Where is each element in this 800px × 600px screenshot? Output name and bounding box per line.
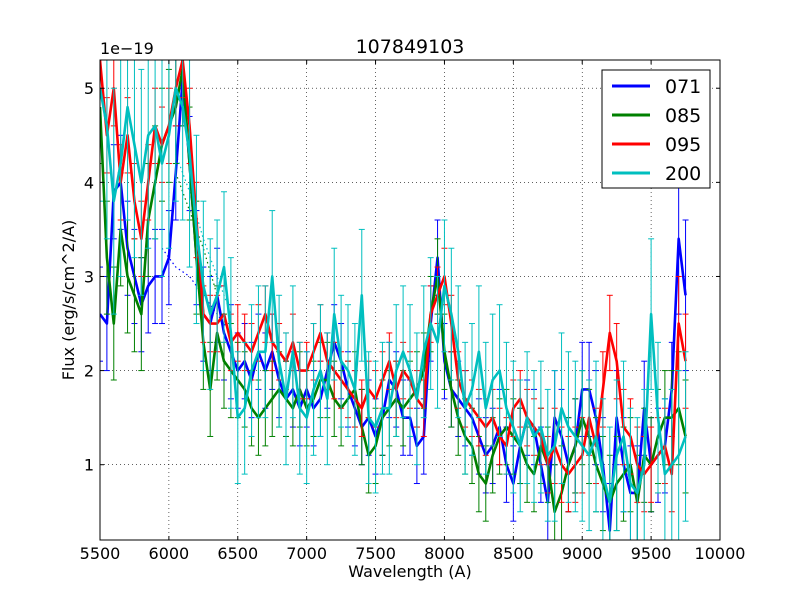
y-tick-label: 4 <box>84 173 94 192</box>
x-tick-label: 9000 <box>562 544 603 563</box>
ticks: 5500 6000 6500 7000 7500 8000 8500 9000 9500 1000… <box>80 60 746 563</box>
spectra <box>100 60 689 540</box>
x-tick-label: 8000 <box>424 544 465 563</box>
x-tick-label: 7000 <box>286 544 327 563</box>
legend-label-071: 071 <box>665 76 701 98</box>
y-tick-label: 1 <box>84 456 94 475</box>
chart-title: 107849103 <box>356 36 465 58</box>
y-tick-label: 2 <box>84 362 94 381</box>
y-tick-label: 5 <box>84 79 94 98</box>
y-offset-text: 1e−19 <box>100 39 154 58</box>
x-tick-label: 8500 <box>493 544 534 563</box>
x-tick-label: 6000 <box>149 544 190 563</box>
x-tick-label: 7500 <box>355 544 396 563</box>
continuum-071 <box>161 247 232 334</box>
x-tick-label: 5500 <box>80 544 121 563</box>
legend-label-085: 085 <box>665 105 701 127</box>
legend-label-200: 200 <box>665 163 701 185</box>
line-085 <box>100 68 687 514</box>
plot-frame <box>99 59 721 541</box>
legend-box <box>601 69 711 189</box>
legend: 071 085 095 200 <box>601 69 711 189</box>
x-tick-label: 6500 <box>217 544 258 563</box>
legend-label-095: 095 <box>665 134 701 156</box>
x-tick-label: 10000 <box>695 544 746 563</box>
series-200 <box>100 60 689 540</box>
line-200 <box>100 86 687 504</box>
y-tick-label: 3 <box>84 267 94 286</box>
y-axis-label: Flux (erg/s/cm^2/A) <box>59 220 78 381</box>
x-axis-label: Wavelength (A) <box>348 562 471 581</box>
x-tick-label: 9500 <box>631 544 672 563</box>
